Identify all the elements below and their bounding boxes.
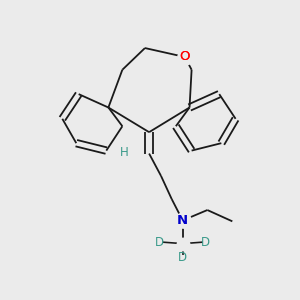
Text: O: O [179,50,190,64]
Text: O: O [179,50,190,64]
Text: D: D [155,236,164,249]
Text: N: N [177,214,188,227]
Text: D: D [178,251,187,264]
Text: H: H [120,146,128,160]
Text: D: D [201,236,210,249]
